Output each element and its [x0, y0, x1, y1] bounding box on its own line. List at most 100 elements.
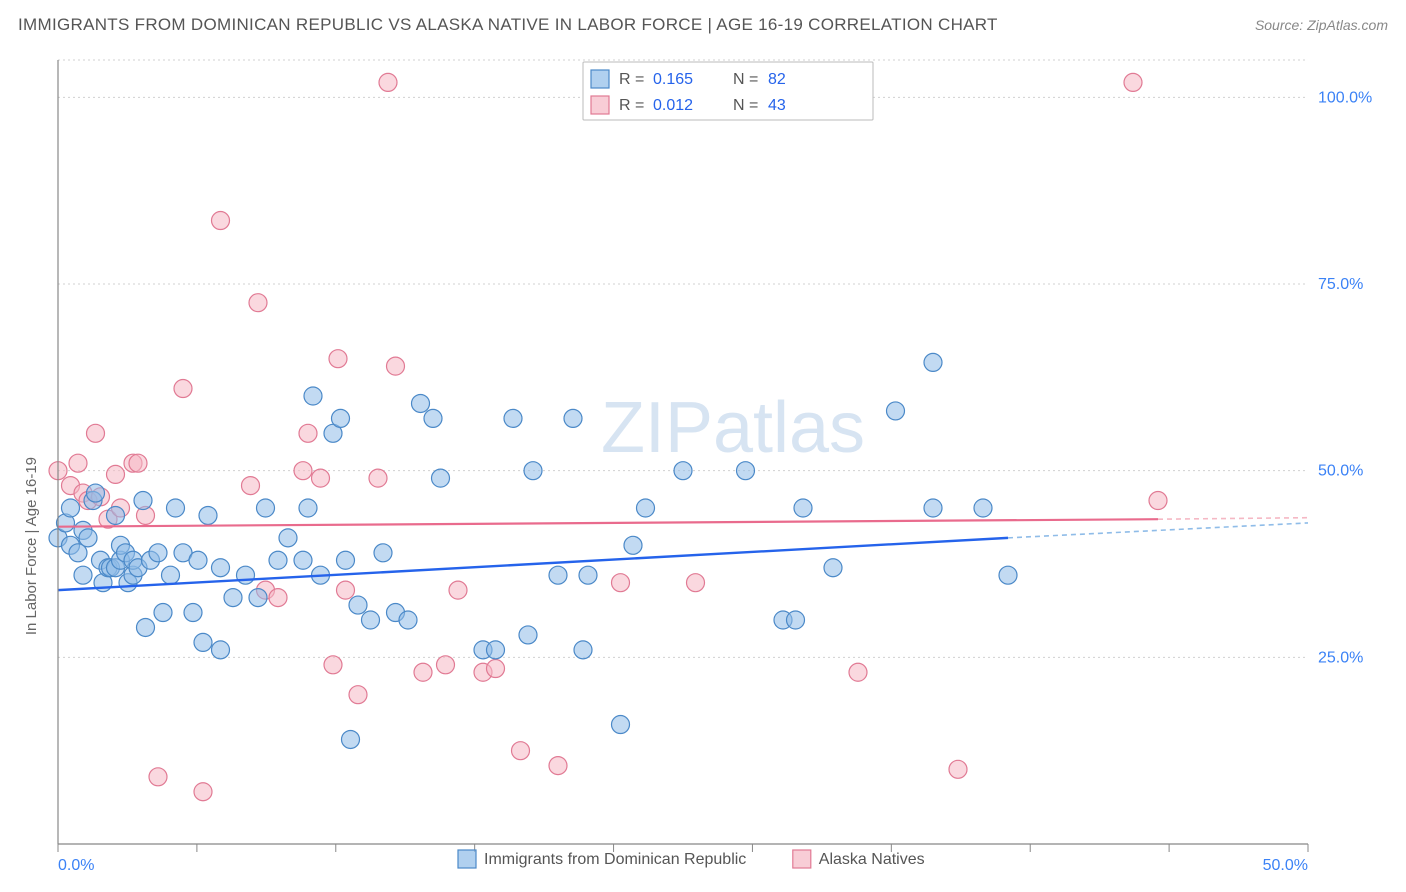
point-dominican: [189, 551, 207, 569]
point-alaska: [349, 686, 367, 704]
regression-alaska: [58, 519, 1158, 526]
point-dominican: [137, 618, 155, 636]
watermark: ZIPatlas: [601, 388, 865, 468]
point-dominican: [974, 499, 992, 517]
point-dominican: [574, 641, 592, 659]
point-dominican: [107, 506, 125, 524]
legend-n-label: N =: [733, 97, 758, 114]
point-dominican: [424, 409, 442, 427]
scatter-chart: ZIPatlas0.0%50.0%25.0%50.0%75.0%100.0%In…: [18, 40, 1388, 884]
point-dominican: [524, 462, 542, 480]
y-tick: 25.0%: [1318, 649, 1363, 666]
point-alaska: [312, 469, 330, 487]
point-dominican: [299, 499, 317, 517]
point-dominican: [212, 641, 230, 659]
point-dominican: [924, 499, 942, 517]
legend-r-label: R =: [619, 71, 644, 88]
point-dominican: [432, 469, 450, 487]
legend-swatch: [591, 96, 609, 114]
point-dominican: [612, 716, 630, 734]
point-alaska: [449, 581, 467, 599]
point-alaska: [1124, 73, 1142, 91]
legend-n-label: N =: [733, 71, 758, 88]
point-dominican: [212, 559, 230, 577]
legend-r-label: R =: [619, 97, 644, 114]
point-alaska: [329, 350, 347, 368]
legend-n-value: 82: [768, 71, 786, 88]
legend-r-value: 0.012: [653, 97, 693, 114]
point-dominican: [199, 506, 217, 524]
point-alaska: [69, 454, 87, 472]
point-alaska: [612, 574, 630, 592]
point-alaska: [129, 454, 147, 472]
point-dominican: [787, 611, 805, 629]
point-dominican: [399, 611, 417, 629]
point-alaska: [549, 757, 567, 775]
regression-dominican-ext: [1008, 523, 1308, 538]
point-alaska: [249, 294, 267, 312]
title-bar: IMMIGRANTS FROM DOMINICAN REPUBLIC VS AL…: [0, 0, 1406, 40]
y-axis-title: In Labor Force | Age 16-19: [23, 457, 40, 635]
point-alaska: [212, 212, 230, 230]
point-alaska: [387, 357, 405, 375]
point-alaska: [87, 424, 105, 442]
point-dominican: [184, 604, 202, 622]
y-tick: 75.0%: [1318, 276, 1363, 293]
point-alaska: [687, 574, 705, 592]
point-dominican: [87, 484, 105, 502]
point-dominican: [167, 499, 185, 517]
point-dominican: [149, 544, 167, 562]
point-dominican: [412, 394, 430, 412]
point-dominican: [824, 559, 842, 577]
point-alaska: [324, 656, 342, 674]
point-dominican: [194, 633, 212, 651]
point-alaska: [194, 783, 212, 801]
point-alaska: [414, 663, 432, 681]
point-alaska: [149, 768, 167, 786]
point-alaska: [379, 73, 397, 91]
point-dominican: [519, 626, 537, 644]
y-tick: 100.0%: [1318, 89, 1372, 106]
point-dominican: [374, 544, 392, 562]
series-swatch: [793, 850, 811, 868]
point-dominican: [279, 529, 297, 547]
point-alaska: [369, 469, 387, 487]
legend-r-value: 0.165: [653, 71, 693, 88]
point-dominican: [134, 492, 152, 510]
point-dominican: [999, 566, 1017, 584]
x-tick-min: 0.0%: [58, 857, 94, 874]
point-alaska: [437, 656, 455, 674]
point-dominican: [794, 499, 812, 517]
point-dominican: [637, 499, 655, 517]
point-dominican: [79, 529, 97, 547]
point-alaska: [269, 589, 287, 607]
point-dominican: [224, 589, 242, 607]
point-dominican: [154, 604, 172, 622]
point-alaska: [294, 462, 312, 480]
point-alaska: [1149, 492, 1167, 510]
series-label: Immigrants from Dominican Republic: [484, 851, 746, 868]
chart-container: ZIPatlas0.0%50.0%25.0%50.0%75.0%100.0%In…: [18, 40, 1388, 884]
point-alaska: [174, 380, 192, 398]
point-dominican: [332, 409, 350, 427]
point-dominican: [737, 462, 755, 480]
point-dominican: [487, 641, 505, 659]
point-dominican: [304, 387, 322, 405]
point-dominican: [294, 551, 312, 569]
point-dominican: [162, 566, 180, 584]
point-dominican: [349, 596, 367, 614]
point-dominican: [674, 462, 692, 480]
point-alaska: [107, 465, 125, 483]
point-dominican: [549, 566, 567, 584]
series-label: Alaska Natives: [819, 851, 925, 868]
point-dominican: [337, 551, 355, 569]
point-alaska: [242, 477, 260, 495]
point-dominican: [257, 499, 275, 517]
point-dominican: [269, 551, 287, 569]
regression-alaska-ext: [1158, 518, 1308, 519]
point-alaska: [849, 663, 867, 681]
point-dominican: [62, 499, 80, 517]
legend-n-value: 43: [768, 97, 786, 114]
series-swatch: [458, 850, 476, 868]
source-attribution: Source: ZipAtlas.com: [1255, 17, 1388, 33]
